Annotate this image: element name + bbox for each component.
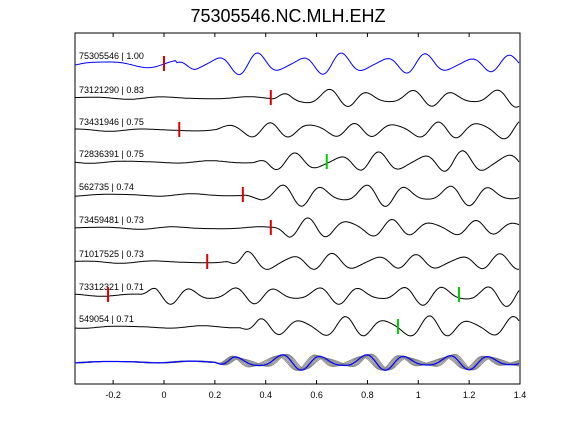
trace-label-75305546: 75305546 | 1.00 <box>79 51 144 61</box>
x-tick-label: 0.6 <box>310 390 323 400</box>
plot-frame <box>74 32 521 385</box>
x-tick-label: 1 <box>416 390 421 400</box>
picks-group <box>107 56 460 334</box>
trace-562735 <box>74 184 520 207</box>
trace-label-562735: 562735 | 0.74 <box>79 182 134 192</box>
x-tick-label: 0.8 <box>361 390 374 400</box>
trace-71017525 <box>74 250 520 270</box>
traces-group <box>74 52 520 371</box>
trace-label-73431946: 73431946 | 0.75 <box>79 117 144 127</box>
trace-labels-group: 75305546 | 1.00 73121290 | 0.83 73431946 |… <box>79 51 144 324</box>
trace-label-73312321: 73312321 | 0.71 <box>79 282 144 292</box>
trace-label-549054: 549054 | 0.71 <box>79 314 134 324</box>
x-tick-label: 1.2 <box>463 390 476 400</box>
trace-label-71017525: 71017525 | 0.73 <box>79 249 144 259</box>
trace-73121290 <box>74 88 520 108</box>
trace-75305546 <box>74 52 520 76</box>
trace-label-72836391: 72836391 | 0.75 <box>79 149 144 159</box>
x-axis: -0.2 0 0.2 0.4 0.6 0.8 1 1.2 1.4 <box>105 33 526 400</box>
stack-reference-trace <box>75 354 520 371</box>
x-tick-label: 0.4 <box>259 390 272 400</box>
trace-73312321 <box>74 286 520 307</box>
trace-73459481 <box>74 217 520 238</box>
x-tick-label: 0.2 <box>209 390 222 400</box>
trace-label-73459481: 73459481 | 0.73 <box>79 215 144 225</box>
x-tick-label: 0 <box>161 390 166 400</box>
x-tick-label: 1.4 <box>514 390 527 400</box>
x-tick-label: -0.2 <box>105 390 121 400</box>
page-title: 75305546.NC.MLH.EHZ <box>190 6 386 26</box>
trace-72836391 <box>74 150 520 172</box>
trace-549054 <box>74 315 520 337</box>
trace-label-73121290: 73121290 | 0.83 <box>79 85 144 95</box>
trace-73431946 <box>75 121 520 140</box>
